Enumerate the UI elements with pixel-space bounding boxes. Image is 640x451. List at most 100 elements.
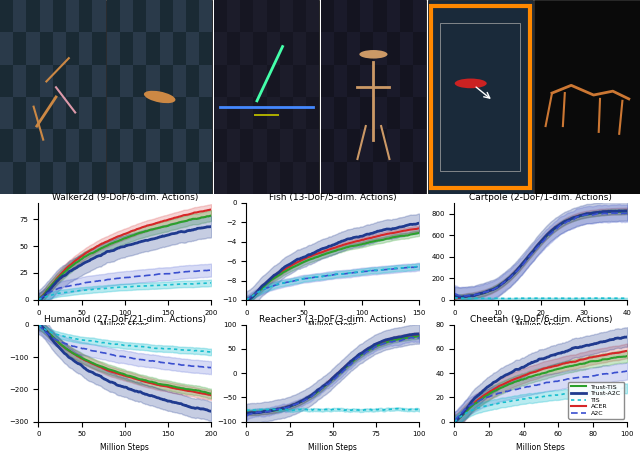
Bar [400, 129, 413, 161]
Bar [214, 129, 227, 161]
Bar [173, 32, 186, 64]
Bar [321, 97, 334, 129]
Bar [40, 64, 53, 97]
Title: Humanoid (27-DoF/21-dim. Actions): Humanoid (27-DoF/21-dim. Actions) [44, 315, 206, 324]
Bar [133, 97, 147, 129]
Bar [66, 129, 79, 161]
Bar [186, 0, 199, 32]
Bar [306, 97, 319, 129]
Bar [334, 129, 347, 161]
Bar [26, 32, 40, 64]
X-axis label: Million Steps: Million Steps [308, 443, 357, 451]
Bar [66, 161, 79, 194]
Ellipse shape [144, 91, 175, 103]
Bar [40, 129, 53, 161]
Bar [107, 32, 120, 64]
Bar [79, 64, 92, 97]
Bar [280, 161, 293, 194]
Bar [40, 0, 53, 32]
Bar [92, 129, 106, 161]
Bar [428, 0, 533, 194]
Bar [133, 129, 147, 161]
Circle shape [360, 50, 388, 59]
Bar [321, 161, 334, 194]
Bar [413, 64, 426, 97]
Bar [400, 97, 413, 129]
Bar [253, 0, 267, 32]
Bar [360, 64, 374, 97]
Bar [147, 129, 160, 161]
Bar [321, 0, 426, 194]
Bar [360, 161, 374, 194]
Bar [66, 0, 79, 32]
Bar [53, 32, 66, 64]
Bar [334, 64, 347, 97]
Circle shape [455, 78, 487, 88]
X-axis label: Million Steps: Million Steps [100, 321, 149, 330]
Bar [66, 97, 79, 129]
Bar [79, 97, 92, 129]
Bar [306, 32, 319, 64]
Bar [347, 129, 360, 161]
Bar [107, 0, 212, 194]
Bar [387, 64, 400, 97]
Bar [534, 0, 640, 194]
Bar [53, 0, 66, 32]
Bar [199, 0, 212, 32]
Bar [306, 161, 319, 194]
Bar [173, 0, 186, 32]
Bar [160, 64, 173, 97]
Title: Cartpole (2-DoF/1-dim. Actions): Cartpole (2-DoF/1-dim. Actions) [469, 193, 612, 202]
Bar [374, 161, 387, 194]
Bar [254, 114, 280, 116]
Bar [199, 161, 212, 194]
Bar [107, 64, 120, 97]
Bar [0, 32, 13, 64]
Bar [214, 32, 227, 64]
Bar [334, 97, 347, 129]
Bar [107, 97, 120, 129]
Bar [66, 32, 79, 64]
Bar [214, 161, 227, 194]
Bar [400, 0, 413, 32]
Bar [267, 0, 280, 32]
Bar [431, 6, 530, 188]
Bar [133, 32, 147, 64]
Bar [253, 32, 267, 64]
Bar [374, 64, 387, 97]
Bar [120, 64, 133, 97]
Bar [13, 0, 26, 32]
Bar [160, 129, 173, 161]
Bar [26, 64, 40, 97]
Bar [293, 97, 306, 129]
Bar [400, 161, 413, 194]
Bar [387, 97, 400, 129]
Bar [92, 64, 106, 97]
Bar [186, 64, 199, 97]
Bar [347, 97, 360, 129]
Bar [120, 32, 133, 64]
Bar [360, 0, 374, 32]
Bar [160, 97, 173, 129]
Bar [267, 32, 280, 64]
X-axis label: Million Steps: Million Steps [308, 321, 357, 330]
X-axis label: Million Steps: Million Steps [516, 443, 565, 451]
Bar [53, 161, 66, 194]
Bar [214, 97, 227, 129]
Bar [347, 161, 360, 194]
Bar [214, 64, 227, 97]
Bar [173, 161, 186, 194]
Bar [13, 97, 26, 129]
Bar [40, 97, 53, 129]
Bar [387, 0, 400, 32]
Bar [374, 32, 387, 64]
Bar [26, 97, 40, 129]
Bar [92, 97, 106, 129]
Bar [79, 129, 92, 161]
Bar [66, 64, 79, 97]
Bar [0, 64, 13, 97]
Bar [360, 32, 374, 64]
Bar [347, 32, 360, 64]
Title: Cheetah (9-DoF/6-dim. Actions): Cheetah (9-DoF/6-dim. Actions) [470, 315, 612, 324]
Bar [26, 129, 40, 161]
